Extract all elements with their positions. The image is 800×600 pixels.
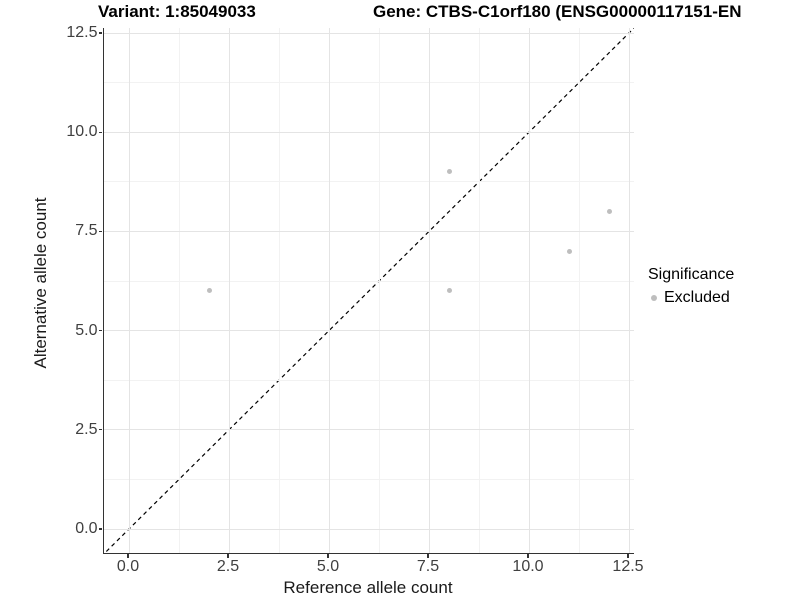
data-point bbox=[566, 248, 572, 254]
gridline-major-vertical bbox=[228, 28, 230, 553]
gridline-major-horizontal bbox=[104, 32, 634, 34]
gridline-minor-vertical bbox=[578, 28, 580, 553]
data-point bbox=[206, 288, 212, 294]
plot-title-gene: Gene: CTBS-C1orf180 (ENSG00000117151-EN bbox=[373, 2, 742, 21]
y-axis-tick-mark bbox=[98, 32, 102, 34]
x-axis-tick-label: 12.5 bbox=[612, 558, 644, 575]
gridline-major-horizontal bbox=[104, 429, 634, 431]
gridline-minor-vertical bbox=[278, 28, 280, 553]
x-axis-tick-mark bbox=[527, 554, 529, 558]
x-axis-tick-label: 0.0 bbox=[116, 558, 140, 575]
legend-item-excluded: Excluded bbox=[648, 289, 734, 307]
y-axis-tick-label: 12.5 bbox=[66, 24, 98, 41]
legend: Significance Excluded bbox=[648, 266, 734, 307]
data-point bbox=[606, 209, 612, 215]
gridline-major-vertical bbox=[628, 28, 630, 553]
y-axis-tick-label: 10.0 bbox=[66, 123, 98, 141]
gridline-major-vertical bbox=[328, 28, 330, 553]
data-point bbox=[446, 288, 452, 294]
gridline-minor-horizontal bbox=[104, 280, 634, 282]
gridline-major-vertical bbox=[128, 28, 130, 553]
gridline-major-horizontal bbox=[104, 131, 634, 133]
plot-title-variant: Variant: 1:85049033 bbox=[98, 2, 256, 21]
gridline-major-vertical bbox=[428, 28, 430, 553]
gridline-minor-horizontal bbox=[104, 478, 634, 480]
data-point bbox=[446, 169, 452, 175]
identity-line bbox=[104, 28, 634, 553]
y-axis-tick-mark bbox=[98, 429, 102, 431]
x-axis-tick-mark bbox=[627, 554, 629, 558]
gridline-major-horizontal bbox=[104, 330, 634, 332]
gridline-minor-vertical bbox=[378, 28, 380, 553]
y-axis-tick-label: 7.5 bbox=[75, 222, 98, 240]
gridline-minor-horizontal bbox=[104, 379, 634, 381]
y-axis-tick-label: 2.5 bbox=[75, 420, 98, 438]
x-axis-tick-label: 5.0 bbox=[316, 558, 340, 575]
y-axis-tick-mark bbox=[98, 230, 102, 232]
gridline-minor-vertical bbox=[178, 28, 180, 553]
x-axis-tick-label: 2.5 bbox=[216, 558, 240, 575]
y-axis-tick-mark bbox=[98, 528, 102, 530]
gridline-minor-horizontal bbox=[104, 181, 634, 183]
x-axis-tick-label: 10.0 bbox=[512, 558, 544, 575]
x-axis-tick-mark bbox=[427, 554, 429, 558]
y-axis-tick-label: 5.0 bbox=[75, 321, 98, 339]
gridline-major-horizontal bbox=[104, 230, 634, 232]
x-axis-tick-mark bbox=[327, 554, 329, 558]
x-axis-tick-mark bbox=[227, 554, 229, 558]
y-axis-tick-mark bbox=[98, 131, 102, 133]
legend-title: Significance bbox=[648, 266, 735, 283]
gridline-minor-horizontal bbox=[104, 82, 634, 84]
y-axis-tick-label: 0.0 bbox=[75, 520, 98, 537]
gridline-minor-vertical bbox=[478, 28, 480, 553]
y-axis-tick-mark bbox=[98, 330, 102, 332]
legend-item-label: Excluded bbox=[664, 289, 730, 306]
gridline-major-horizontal bbox=[104, 528, 634, 530]
x-axis-title: Reference allele count bbox=[283, 578, 453, 597]
plot-panel bbox=[103, 28, 634, 554]
gridline-major-vertical bbox=[528, 28, 530, 553]
x-axis-tick-mark bbox=[127, 554, 129, 558]
y-axis-title: Alternative allele count bbox=[31, 197, 50, 369]
x-axis-tick-label: 7.5 bbox=[416, 558, 440, 575]
legend-point-icon bbox=[651, 295, 657, 301]
